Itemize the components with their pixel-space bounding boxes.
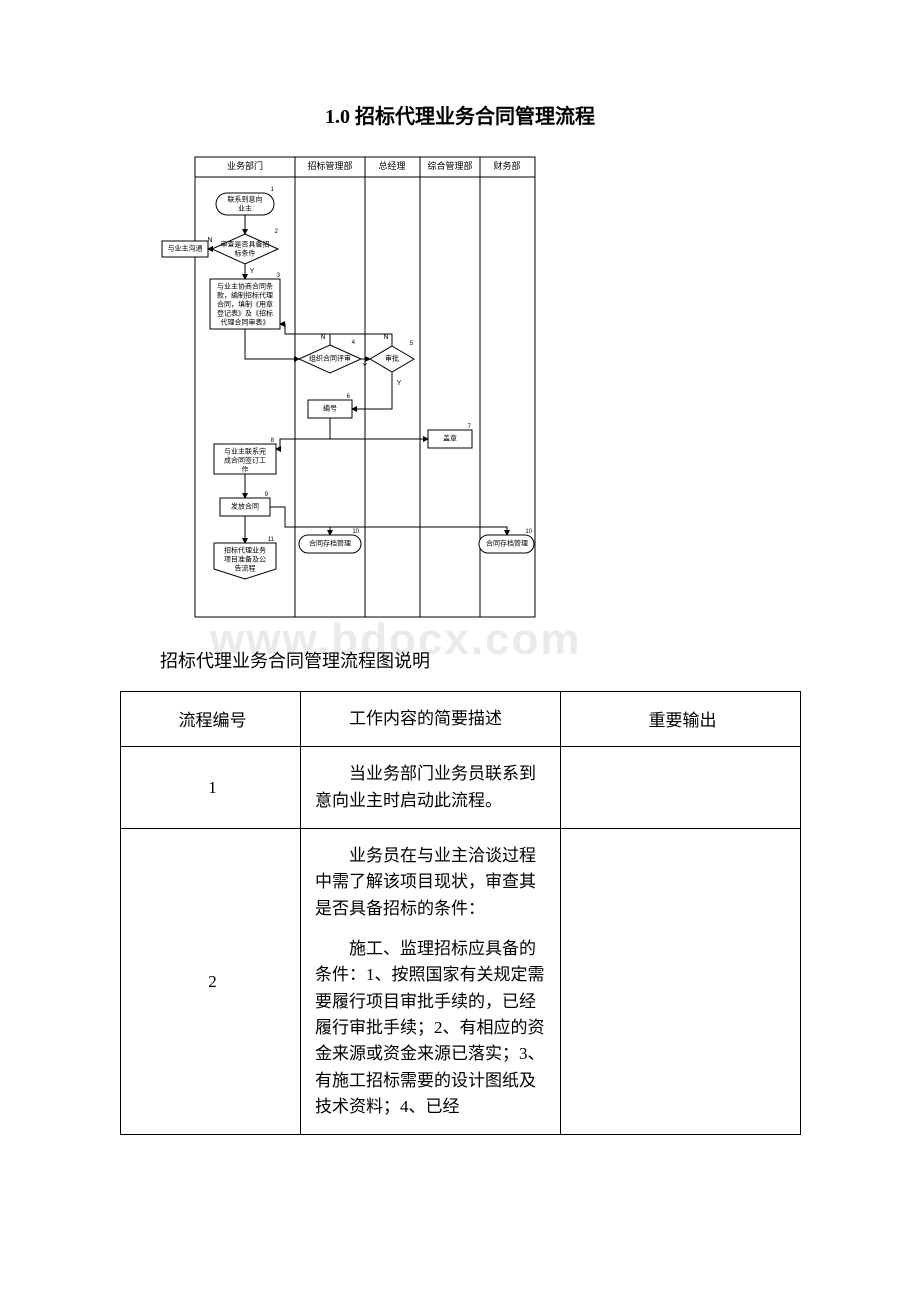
fc-node-8-l1: 与业主联系完 [224,447,266,456]
fc-node-2-l2: 标条件 [235,249,256,258]
fc-node-9: 发放合同 [231,502,259,511]
fc-y-5: Y [397,380,402,387]
lane-header-2: 总经理 [378,160,405,171]
fc-n-5: N [383,334,388,341]
fc-n-2: N [207,237,212,244]
td-desc-1: 当业务部门业务员联系到意向业主时启动此流程。 [301,747,561,829]
lane-header-0: 业务部门 [227,160,263,171]
fc-node-6: 编号 [323,404,337,413]
fc-y-4: Y [363,363,368,370]
flowchart: 业务部门 招标管理部 总经理 综合管理部 财务部 联系到意向 业主 1 审查是否… [160,149,540,629]
table-header-row: 流程编号 工作内容的简要描述 重要输出 [121,692,801,747]
fc-node-5: 审批 [385,354,399,363]
td-desc-2-p2: 施工、监理招标应具备的条件：1、按照国家有关规定需要履行项目审批手续的，已经履行… [315,936,550,1120]
lane-header-4: 财务部 [493,160,520,171]
td-desc-2-p1: 业务员在与业主洽谈过程中需了解该项目现状，审查其是否具备招标的条件： [315,843,550,922]
fc-node-11-l3: 告流程 [235,564,256,573]
description-table: 流程编号 工作内容的简要描述 重要输出 1 当业务部门业务员联系到意向业主时启动… [120,691,801,1135]
td-desc-2: 业务员在与业主洽谈过程中需了解该项目现状，审查其是否具备招标的条件： 施工、监理… [301,829,561,1135]
subtitle: 招标代理业务合同管理流程图说明 [160,647,800,673]
fc-node-11-l2: 项目准备及公 [224,555,266,564]
td-out-2 [561,829,801,1135]
fc-num-10: 10 [352,529,359,535]
fc-y-2: Y [250,268,255,275]
fc-node-4: 组织合同评审 [309,354,351,363]
lane-header-1: 招标管理部 [307,160,352,171]
fc-node-1-l1: 联系到意向 [228,195,263,204]
fc-node-11-l1: 招标代理业务 [224,546,266,555]
table-row: 1 当业务部门业务员联系到意向业主时启动此流程。 [121,747,801,829]
th-2: 重要输出 [561,692,801,747]
fc-node-3-l3: 合同，填制《用章 [217,300,273,309]
fc-node-7: 盖章 [443,434,457,443]
flowchart-svg: 业务部门 招标管理部 总经理 综合管理部 财务部 联系到意向 业主 1 审查是否… [160,149,540,629]
fc-node-2b: 与业主沟通 [168,244,203,253]
fc-node-8-l3: 作 [242,465,249,474]
td-out-1 [561,747,801,829]
fc-node-3-l1: 与业主协商合同条 [217,282,273,291]
lane-header-3: 综合管理部 [427,160,472,171]
fc-num-11: 11 [268,537,275,543]
fc-node-1-l2: 业主 [238,204,252,213]
fc-node-2-l1: 审查是否具备招 [221,240,270,249]
fc-node-3-l4: 登记表》及《招标 [217,309,273,318]
fc-node-8-l2: 成合同签订工 [224,456,266,465]
page-title: 1.0 招标代理业务合同管理流程 [120,100,800,129]
th-0: 流程编号 [121,692,301,747]
td-desc-1-p1: 当业务部门业务员联系到意向业主时启动此流程。 [315,761,550,814]
fc-node-10b: 合同存档管理 [486,539,528,548]
table-row: 2 业务员在与业主洽谈过程中需了解该项目现状，审查其是否具备招标的条件： 施工、… [121,829,801,1135]
td-num-1: 1 [121,747,301,829]
fc-n-4: N [320,334,325,341]
fc-num-10b: 10 [525,529,532,535]
th-1: 工作内容的简要描述 [301,692,561,747]
td-num-2: 2 [121,829,301,1135]
fc-node-10: 合同存档管理 [309,539,351,548]
fc-node-3-l2: 款，编制招标代理 [217,291,273,300]
fc-node-3-l5: 代理合同审表》 [221,318,270,327]
